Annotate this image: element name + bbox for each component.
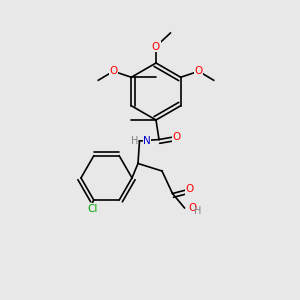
Text: O: O	[186, 184, 194, 194]
Text: O: O	[109, 66, 117, 76]
Text: H: H	[130, 136, 138, 146]
Text: O: O	[188, 203, 196, 213]
Text: N: N	[143, 136, 151, 146]
Text: O: O	[172, 131, 181, 142]
Text: Cl: Cl	[87, 204, 98, 214]
Text: O: O	[152, 41, 160, 52]
Text: O: O	[195, 66, 203, 76]
Text: H: H	[194, 206, 201, 216]
